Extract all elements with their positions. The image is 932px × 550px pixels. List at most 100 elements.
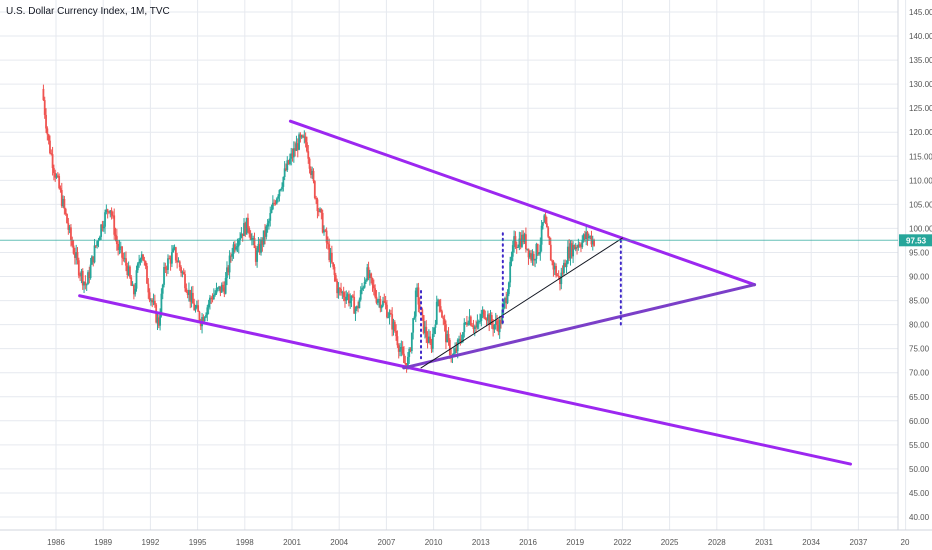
candle-body: [71, 240, 74, 246]
candle-body: [268, 220, 270, 224]
candle-body: [247, 217, 249, 229]
candle-body: [257, 243, 260, 251]
candle-body: [408, 348, 411, 357]
candle-body: [223, 287, 226, 294]
candle-body: [211, 298, 214, 300]
candle-body: [403, 353, 405, 363]
candle-body: [60, 190, 63, 207]
candle-body: [530, 253, 533, 261]
candle-body: [163, 267, 165, 285]
y-tick-label: 90.00: [909, 273, 930, 282]
upper-resistance-line: [288, 119, 757, 287]
candle-body: [300, 135, 303, 138]
candle-body: [209, 297, 211, 304]
candle-body: [399, 349, 401, 352]
candle-body: [387, 317, 390, 319]
candle-body: [92, 256, 95, 263]
candle-body: [121, 246, 123, 258]
candle-body: [324, 230, 327, 232]
candle-body: [258, 243, 261, 253]
candle-body: [289, 158, 291, 164]
x-tick-label: 2001: [283, 538, 301, 547]
candle-body: [42, 88, 45, 101]
candle-body: [496, 320, 498, 325]
candle-body: [340, 288, 342, 293]
candle-body: [446, 334, 449, 343]
candle-body: [216, 287, 219, 289]
candle-body: [490, 315, 493, 325]
candle-body: [337, 288, 340, 294]
candle-body: [500, 320, 502, 324]
candle-body: [226, 267, 228, 278]
candle-body: [91, 256, 93, 265]
candle-body: [532, 253, 535, 261]
candle-body: [50, 153, 53, 155]
candle-body: [188, 289, 190, 295]
candle-body: [368, 273, 371, 279]
candle-body: [486, 314, 489, 321]
chart-title: U.S. Dollar Currency Index, 1M, TVC: [6, 6, 170, 17]
candle-body: [282, 176, 285, 187]
candle-body: [421, 309, 424, 316]
candle-body: [351, 295, 354, 297]
candle-body: [560, 272, 563, 285]
candle-body: [388, 313, 391, 318]
candle-body: [138, 261, 141, 264]
y-tick-label: 145.00: [909, 8, 932, 17]
candle-body: [270, 209, 273, 214]
candle-body: [375, 296, 378, 303]
candle-body: [570, 243, 573, 257]
candle-body: [130, 277, 133, 286]
candle-body: [407, 356, 409, 369]
candle-body: [117, 243, 120, 251]
candle-body: [55, 175, 58, 178]
candle-body: [75, 252, 78, 258]
candle-body: [110, 210, 113, 216]
candle-body: [329, 252, 332, 261]
candle-body: [549, 244, 552, 261]
candle-body: [591, 239, 594, 245]
candle-body: [431, 333, 434, 349]
candle-body: [180, 267, 182, 273]
candle-body: [254, 248, 257, 262]
candle-body: [569, 243, 572, 259]
candle-body: [249, 233, 252, 240]
candle-body: [231, 254, 234, 257]
candle-body: [286, 160, 289, 171]
candle-body: [434, 324, 437, 328]
candle-body: [285, 168, 287, 171]
candle-body: [277, 196, 280, 199]
y-tick-label: 60.00: [909, 417, 930, 426]
candle-body: [298, 134, 300, 150]
candle-body: [132, 285, 135, 295]
candle-body: [152, 300, 155, 303]
candle-body: [290, 153, 293, 159]
candle-body: [321, 212, 324, 233]
candle-body: [477, 321, 480, 323]
candle-body: [202, 317, 205, 321]
y-tick-label: 140.00: [909, 32, 932, 41]
candle-body: [207, 303, 210, 308]
candle-body: [404, 362, 407, 364]
candle-body: [94, 245, 97, 247]
candle-body: [506, 294, 509, 304]
candle-body: [101, 224, 104, 229]
candle-body: [46, 128, 49, 135]
candle-body: [378, 299, 380, 301]
candle-body: [471, 325, 474, 327]
candle-body: [184, 274, 186, 289]
y-tick-label: 105.00: [909, 200, 932, 209]
candle-body: [483, 309, 485, 318]
y-tick-label: 95.00: [909, 248, 930, 257]
candle-body: [228, 255, 231, 273]
candle-body: [552, 261, 555, 270]
candle-body: [370, 273, 373, 279]
candle-body: [536, 243, 539, 255]
candle-body: [176, 260, 179, 263]
candle-body: [494, 320, 497, 325]
candle-body: [174, 247, 177, 261]
candle-body: [287, 160, 290, 164]
candle-body: [252, 238, 255, 240]
candle-body: [146, 266, 148, 284]
x-tick-label: 2019: [566, 538, 584, 547]
